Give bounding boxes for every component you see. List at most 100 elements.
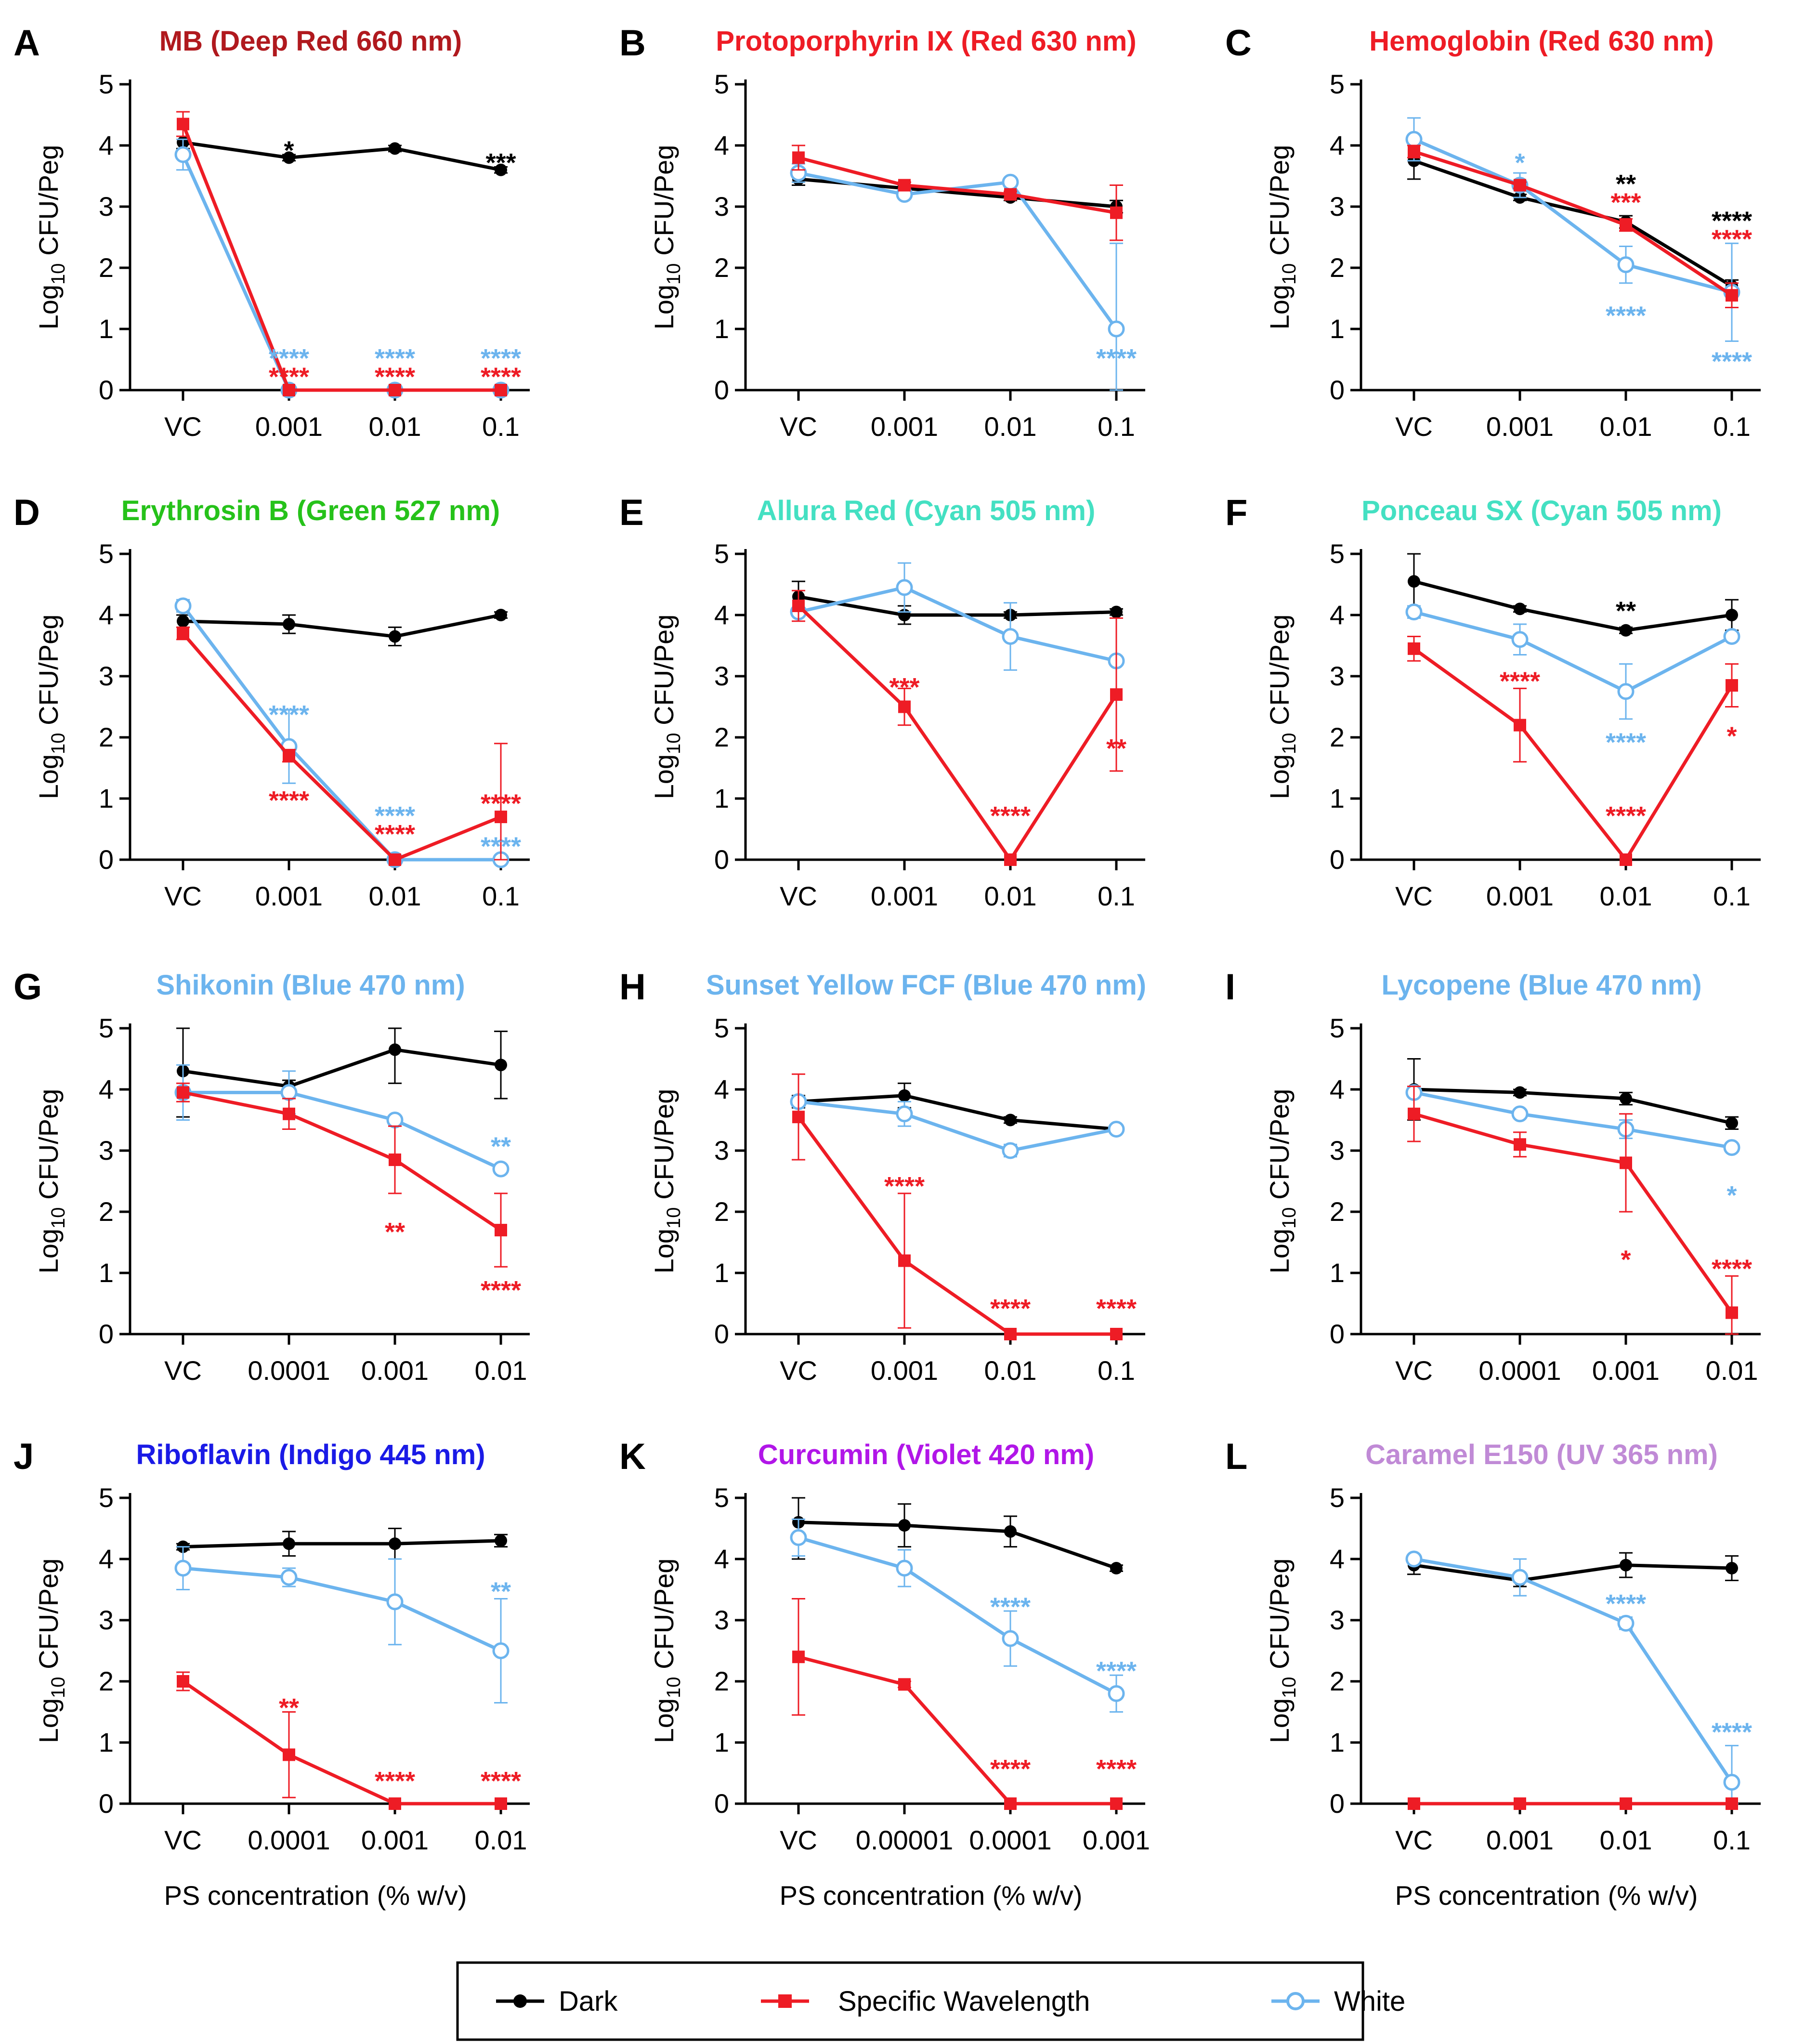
data-point <box>1408 145 1420 158</box>
series-white <box>174 138 510 399</box>
y-tick-label: 5 <box>1330 69 1345 99</box>
significance-mark: **** <box>1606 301 1646 330</box>
chart-title: Lycopene (Blue 470 nm) <box>1381 970 1701 1001</box>
significance-mark: **** <box>1096 1294 1137 1323</box>
series-dark <box>1407 1058 1739 1130</box>
x-tick-label: 0.01 <box>369 881 421 911</box>
data-point <box>1514 719 1526 732</box>
y-axis-label: Log10 CFU/Peg <box>1264 145 1300 330</box>
series-line-white <box>798 171 1118 330</box>
data-point <box>1004 188 1017 201</box>
y-axis-label-unit: CFU/Peg <box>649 1559 679 1677</box>
data-point <box>177 627 189 640</box>
x-tick-label: VC <box>780 1355 817 1386</box>
x-tick-label: 0.001 <box>1083 1825 1150 1855</box>
x-tick-label: 0.001 <box>361 1355 429 1386</box>
x-tick-label: VC <box>1395 1825 1433 1855</box>
data-point <box>174 1559 192 1577</box>
y-axis-label-sub: 10 <box>663 733 684 754</box>
x-tick-label: 0.01 <box>984 1355 1037 1386</box>
data-point <box>1002 1142 1019 1159</box>
significance-mark: **** <box>481 362 521 391</box>
x-tick-label: VC <box>1395 411 1433 442</box>
x-tick-label: 0.01 <box>984 881 1037 911</box>
panel-letter: C <box>1225 23 1252 64</box>
x-tick-label: 0.01 <box>1600 411 1652 442</box>
y-tick-label: 0 <box>714 1788 729 1819</box>
y-tick-label: 3 <box>1330 661 1345 691</box>
data-point <box>1726 289 1738 302</box>
y-tick-label: 2 <box>714 1196 729 1227</box>
y-tick-label: 0 <box>1330 375 1345 405</box>
y-tick-label: 4 <box>1330 130 1345 160</box>
x-axis-label: PS concentration (% w/v) <box>1395 1880 1698 1911</box>
data-point <box>1004 1797 1017 1810</box>
y-tick-label: 0 <box>99 1788 114 1819</box>
data-point <box>898 700 911 713</box>
series-line-dark <box>1413 159 1733 288</box>
significance-mark: **** <box>1712 1254 1752 1283</box>
y-tick-label: 1 <box>1330 1258 1345 1288</box>
legend-marker-dark <box>513 1994 527 2008</box>
x-tick-label: 0.1 <box>1713 881 1751 911</box>
data-point <box>495 609 507 621</box>
data-point <box>389 1537 401 1550</box>
data-point <box>389 384 401 396</box>
series-line-white <box>1413 1557 1733 1783</box>
data-point <box>1620 1092 1632 1105</box>
y-axis-label: Log10 CFU/Peg <box>33 615 69 799</box>
panel-letter: L <box>1225 1436 1247 1477</box>
y-axis-label-log: Log <box>33 1229 64 1273</box>
x-tick-label: 0.001 <box>1486 411 1554 442</box>
y-tick-label: 1 <box>1330 783 1345 813</box>
x-tick-label: 0.0001 <box>248 1355 330 1386</box>
data-point <box>386 1593 404 1611</box>
y-axis-label-unit: CFU/Peg <box>649 145 679 263</box>
x-tick-label: VC <box>1395 881 1433 911</box>
x-tick-label: 0.01 <box>984 411 1037 442</box>
y-axis-label-unit: CFU/Peg <box>1264 1089 1295 1207</box>
data-point <box>1110 688 1123 701</box>
data-point <box>1405 131 1423 148</box>
y-tick-label: 5 <box>1330 1482 1345 1513</box>
legend-label-specific: Specific Wavelength <box>838 1986 1090 2017</box>
series-line-specific <box>798 1655 1116 1806</box>
y-tick-label: 2 <box>99 1666 114 1696</box>
data-point <box>1408 575 1420 588</box>
data-point <box>1004 1114 1017 1127</box>
y-axis-label-unit: CFU/Peg <box>1264 615 1295 733</box>
y-tick-label: 1 <box>1330 1727 1345 1757</box>
panel-letter: A <box>13 23 40 64</box>
y-tick-label: 1 <box>99 1258 114 1288</box>
data-point <box>1108 1685 1125 1702</box>
y-tick-label: 5 <box>1330 538 1345 569</box>
x-tick-label: 0.01 <box>369 411 421 442</box>
data-point <box>495 1534 507 1547</box>
data-point <box>792 1111 805 1124</box>
y-axis-label-sub: 10 <box>48 263 69 285</box>
data-point <box>1514 603 1526 616</box>
y-axis-label-log: Log <box>33 754 64 799</box>
data-point <box>1726 1562 1738 1575</box>
data-point <box>495 1224 507 1237</box>
data-point <box>492 1160 510 1178</box>
series-specific <box>792 1598 1123 1810</box>
x-tick-label: 0.001 <box>1486 881 1554 911</box>
chart-panel-l: L Caramel E150 (UV 365 nm) 0 1 2 3 4 5 Log10 CFU… <box>1225 1436 1761 1911</box>
data-point <box>283 1537 295 1550</box>
chart-panel-b: B Protoporphyrin IX (Red 630 nm) 0 1 2 3 4 5 Log… <box>619 23 1145 442</box>
chart-panel-g: G Shikonin (Blue 470 nm) 0 1 2 3 4 5 Log10 CFU/P… <box>13 967 530 1386</box>
chart-panel-c: C Hemoglobin (Red 630 nm) 0 1 2 3 4 5 Log10 CFU/… <box>1225 23 1761 442</box>
y-axis-label-log: Log <box>1264 285 1295 329</box>
data-point <box>1004 1525 1017 1538</box>
significance-mark: **** <box>481 789 521 818</box>
y-tick-label: 4 <box>714 600 729 630</box>
series-dark <box>176 135 508 176</box>
y-tick-label: 5 <box>99 1013 114 1043</box>
significance-mark: **** <box>884 1172 925 1201</box>
y-axis-label-sub: 10 <box>48 733 69 754</box>
series-white <box>790 1093 1125 1159</box>
legend-item-white: White <box>1271 1986 1405 2017</box>
x-tick-label: 0.0001 <box>1478 1355 1561 1386</box>
data-point <box>492 1642 510 1659</box>
